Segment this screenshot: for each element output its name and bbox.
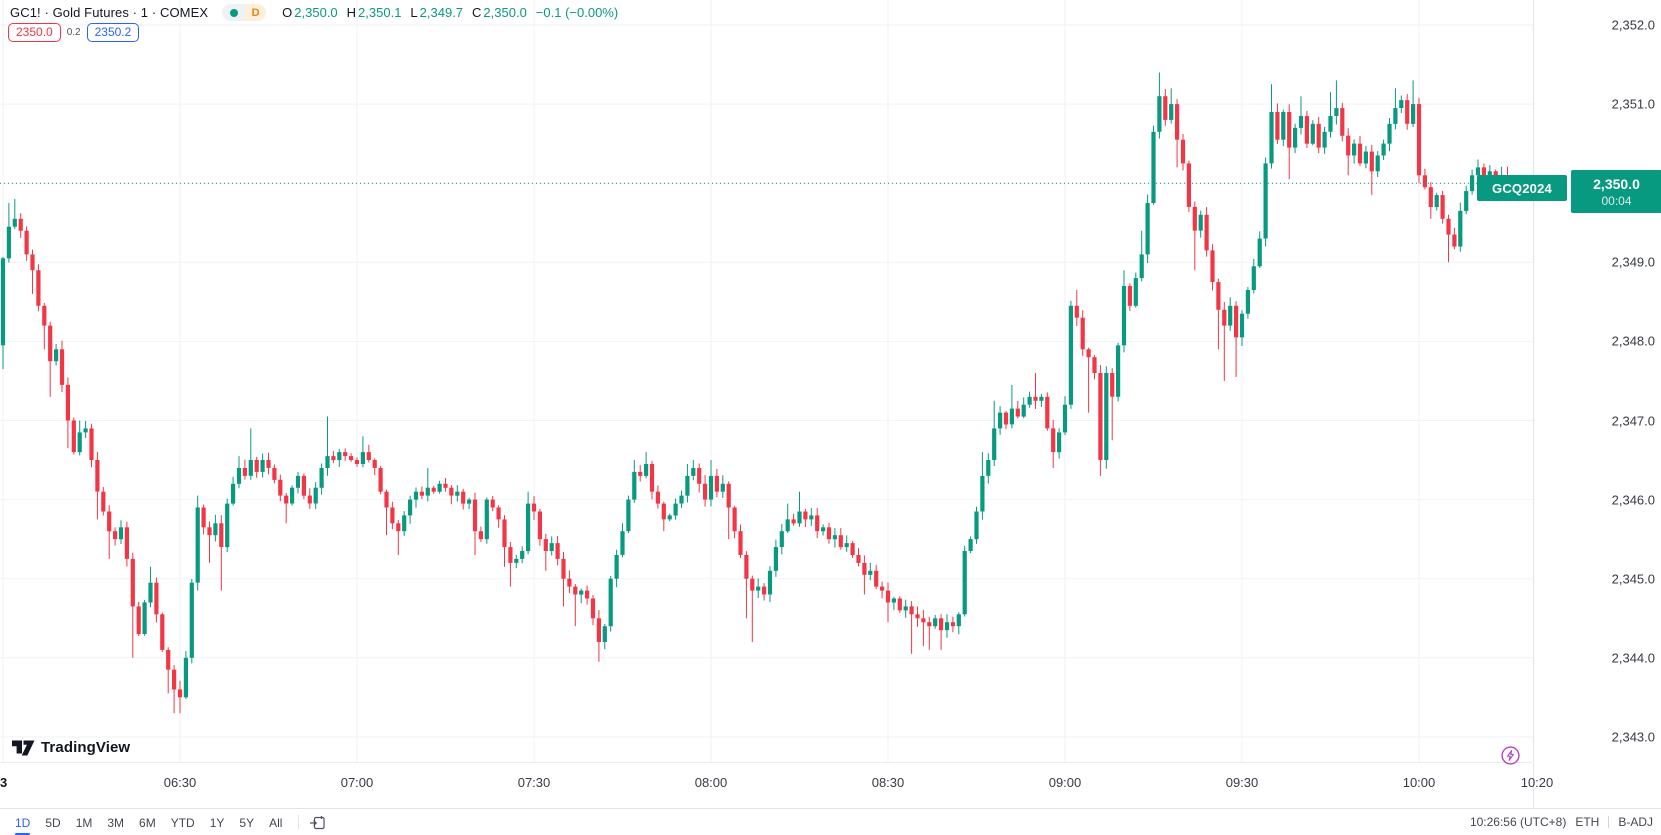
time-axis-tick: 10:00 [1402, 775, 1436, 790]
price-axis-tick: 2,349.0 [1611, 254, 1655, 270]
high-value: 2,350.1 [358, 5, 402, 20]
bar-countdown: 00:04 [1601, 194, 1632, 208]
time-axis-tick: 07:30 [517, 775, 551, 790]
open-label: O [282, 5, 293, 20]
toolbar-status: 10:26:56 (UTC+8) ETH B-ADJ [1470, 815, 1661, 829]
price-axis-tick: 2,344.0 [1611, 650, 1655, 666]
time-axis-tick: 08:00 [694, 775, 728, 790]
chart-header: GC1! · Gold Futures · 1 · COMEX D O 2,35… [10, 4, 618, 21]
time-axis-tick: 08:30 [871, 775, 905, 790]
price-axis-tick: 2,346.0 [1611, 492, 1655, 508]
range-button-5d[interactable]: 5D [45, 815, 61, 830]
time-axis-tick: 09:30 [1225, 775, 1259, 790]
interval-badge: D [245, 4, 267, 21]
lightning-icon[interactable] [1501, 746, 1520, 765]
time-axis-tick: 10:20 [1520, 775, 1554, 790]
time-axis-tick: 09:00 [1048, 775, 1082, 790]
tradingview-logo-text: TradingView [41, 739, 131, 756]
clock-utc[interactable]: 10:26:56 (UTC+8) [1469, 815, 1567, 829]
ask-button[interactable]: 2350.2 [86, 23, 140, 42]
ohlc-readout: O 2,350.0 H 2,350.1 L 2,349.7 C 2,350.0 … [282, 5, 618, 20]
current-price-label: 2,350.0 00:04 [1571, 170, 1661, 213]
bid-ask-row: 2350.0 0.2 2350.2 [8, 23, 140, 42]
range-button-3m[interactable]: 3M [107, 815, 125, 830]
price-axis-tick: 2,345.0 [1611, 571, 1655, 587]
range-button-1y[interactable]: 1Y [209, 815, 225, 830]
range-button-6m[interactable]: 6M [139, 815, 156, 830]
bottom-toolbar: 1D 5D 1M 3M 6M YTD 1Y 5Y All 10:26:56 (UTC+8) ET… [0, 808, 1661, 835]
adjustment-toggle[interactable]: B-ADJ [1618, 815, 1653, 829]
open-value: 2,350.0 [294, 5, 338, 20]
range-button-1m[interactable]: 1M [75, 815, 93, 830]
price-axis-tick: 2,343.0 [1611, 729, 1655, 745]
toolbar-divider [298, 815, 300, 829]
bid-button[interactable]: 2350.0 [8, 23, 61, 42]
time-axis-tick: 06:30 [163, 775, 197, 790]
low-value: 2,349.7 [419, 5, 464, 20]
range-switcher: 1D 5D 1M 3M 6M YTD 1Y 5Y All [12, 814, 294, 835]
range-button-all[interactable]: All [269, 815, 283, 830]
price-axis-tick: 2,347.0 [1611, 413, 1655, 428]
price-axis-tick: 2,352.0 [1611, 17, 1655, 33]
chart-pane[interactable] [0, 0, 1533, 763]
tradingview-logo-icon [12, 740, 35, 755]
price-axis-tick: 2,351.0 [1611, 96, 1655, 112]
high-label: H [346, 5, 357, 20]
range-button-5y[interactable]: 5Y [239, 815, 255, 830]
close-value: 2,350.0 [483, 5, 527, 20]
price-scale[interactable]: 2,350.0 00:04 2,352.0 2,351.0 2,350.0 2,349… [1533, 0, 1661, 762]
time-axis-tick: 3 [0, 775, 8, 790]
price-axis-tick: 2,348.0 [1611, 333, 1655, 349]
low-label: L [410, 5, 418, 20]
market-open-dot-icon [222, 4, 246, 21]
candlestick-chart[interactable] [0, 0, 1533, 762]
spread-value: 0.2 [66, 27, 81, 38]
tradingview-watermark[interactable]: TradingView [12, 739, 130, 756]
time-axis-tick: 07:00 [340, 775, 374, 790]
time-axis[interactable]: 3 06:30 07:00 07:30 08:00 08:30 09:00 09:30 10:0… [0, 763, 1661, 808]
session-toggle[interactable]: ETH [1575, 815, 1600, 829]
close-label: C [472, 5, 482, 20]
interval-status-pill[interactable]: D [222, 4, 267, 21]
calendar-goto-icon[interactable] [309, 814, 326, 831]
range-button-ytd[interactable]: YTD [170, 815, 195, 830]
current-price-value: 2,350.0 [1593, 176, 1640, 192]
symbol-title[interactable]: GC1! · Gold Futures · 1 · COMEX [10, 5, 209, 20]
range-button-1d[interactable]: 1D [12, 814, 33, 835]
contract-label: GCQ2024 [1477, 175, 1567, 201]
axis-corner-border [1533, 763, 1534, 808]
change-value: −0.1 (−0.00%) [535, 5, 619, 20]
status-divider [1608, 816, 1610, 828]
